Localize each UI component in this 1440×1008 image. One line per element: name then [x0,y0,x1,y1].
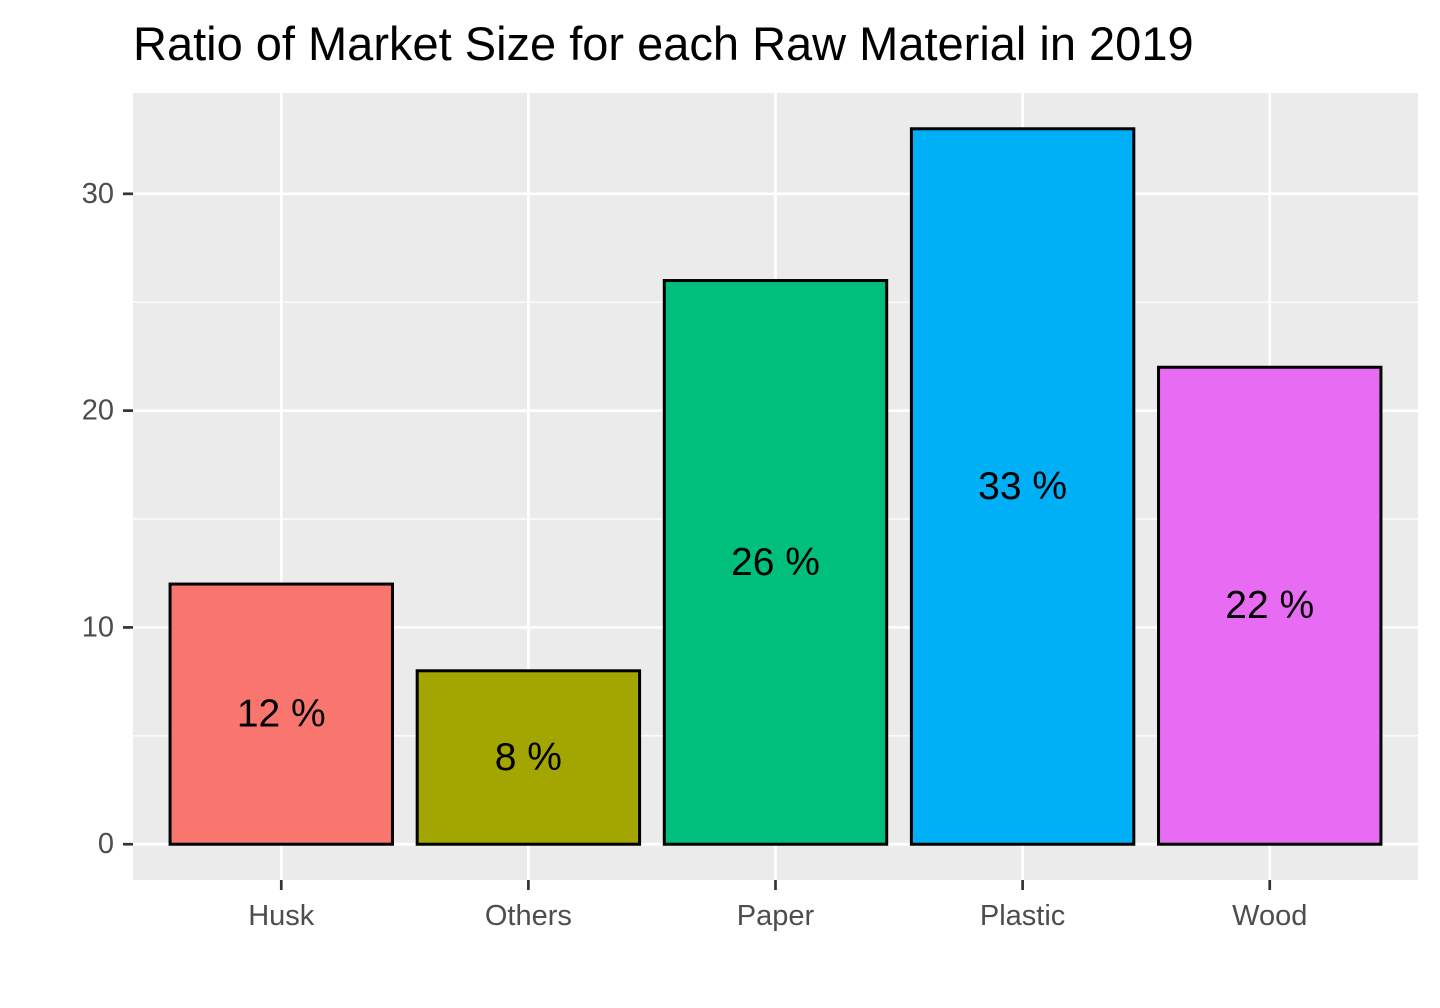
bar-paper [662,279,889,846]
x-tick-label-plastic: Plastic [980,900,1065,932]
bar-plastic [909,127,1136,846]
bar-labels: 12 % 8 % 26 % 33 % 22 % [237,465,1314,779]
bar-husk [168,582,394,846]
bar-wood [1157,365,1383,846]
bar-label-wood: 22 % [1225,584,1314,627]
y-tick-label: 30 [82,178,114,210]
bars [168,127,1383,846]
x-axis: Husk Others Paper Plastic Wood [248,880,1307,932]
bar-label-paper: 26 % [731,541,820,584]
bar-label-husk: 12 % [237,693,326,736]
y-axis: 0 10 20 30 [82,178,133,860]
y-tick-label: 0 [98,828,114,860]
y-tick-label: 10 [82,611,114,643]
chart-title: Ratio of Market Size for each Raw Materi… [133,17,1194,70]
x-tick-label-wood: Wood [1232,900,1307,932]
x-tick-label-paper: Paper [737,900,815,932]
x-tick-label-others: Others [485,900,572,932]
bar-label-plastic: 33 % [978,465,1067,508]
y-tick-label: 20 [82,395,114,427]
bar-others [415,669,642,846]
bar-label-others: 8 % [495,736,562,779]
x-tick-label-husk: Husk [248,900,315,932]
